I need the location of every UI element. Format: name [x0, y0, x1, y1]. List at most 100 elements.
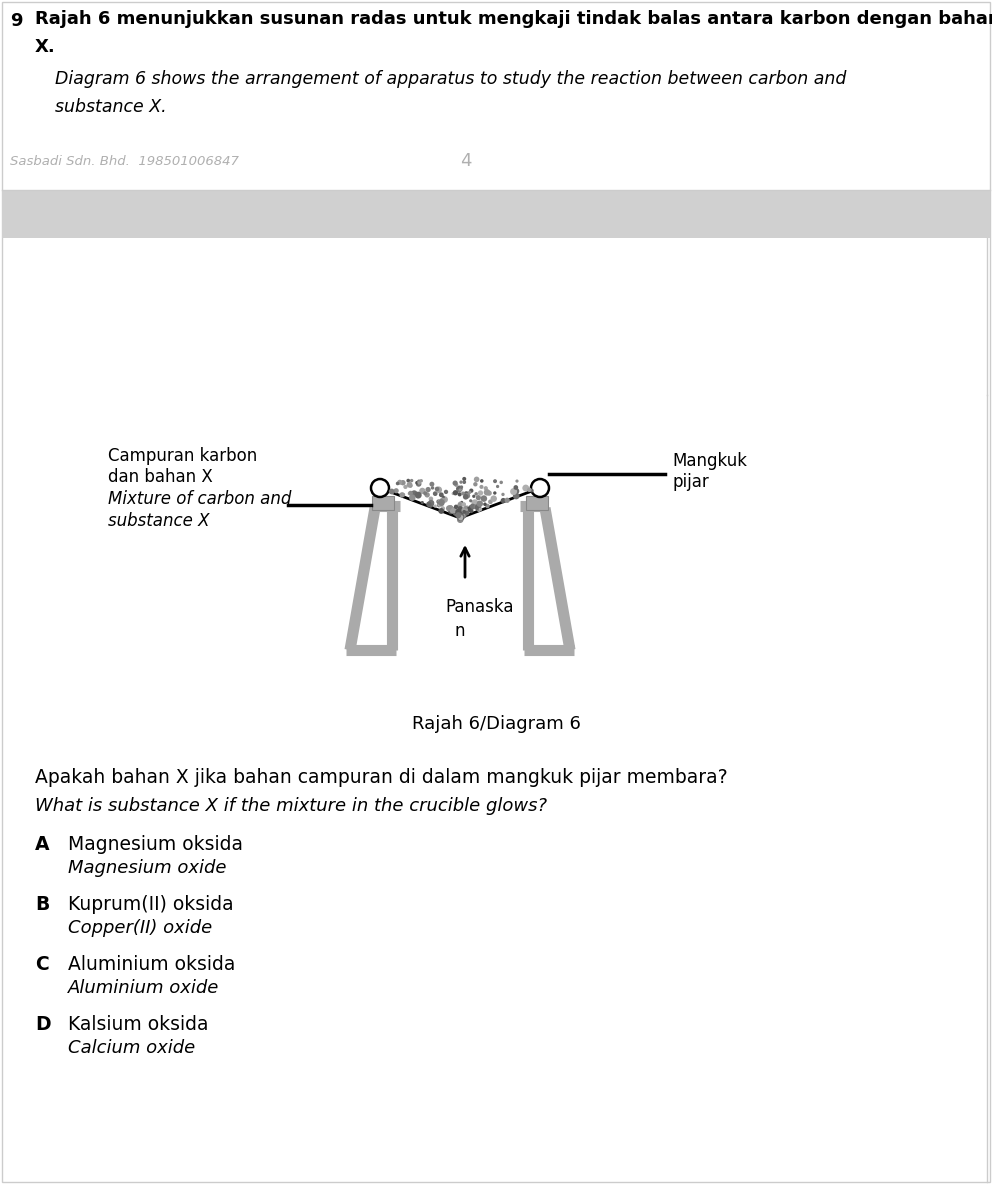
Circle shape — [409, 495, 416, 500]
Circle shape — [460, 485, 463, 489]
Text: Diagram 6 shows the arrangement of apparatus to study the reaction between carbo: Diagram 6 shows the arrangement of appar… — [55, 70, 846, 88]
Circle shape — [530, 489, 534, 492]
Circle shape — [479, 508, 482, 511]
Text: Aluminium oxide: Aluminium oxide — [68, 978, 219, 997]
Circle shape — [476, 495, 481, 500]
Circle shape — [434, 504, 436, 508]
Circle shape — [455, 509, 462, 515]
Text: X.: X. — [35, 38, 56, 56]
Circle shape — [397, 479, 403, 485]
Circle shape — [436, 499, 440, 504]
Text: Kuprum(II) oksida: Kuprum(II) oksida — [68, 895, 234, 914]
Circle shape — [407, 479, 410, 483]
Circle shape — [463, 491, 469, 497]
Circle shape — [453, 504, 458, 509]
Circle shape — [475, 504, 481, 510]
Circle shape — [455, 511, 458, 515]
Text: Campuran karbon: Campuran karbon — [108, 447, 257, 465]
Circle shape — [510, 489, 517, 495]
Text: Copper(II) oxide: Copper(II) oxide — [68, 919, 212, 937]
Circle shape — [490, 496, 497, 502]
Circle shape — [457, 514, 464, 519]
Text: Mixture of carbon and: Mixture of carbon and — [108, 490, 292, 508]
Circle shape — [458, 515, 463, 519]
Circle shape — [474, 477, 479, 483]
Circle shape — [437, 500, 444, 506]
Circle shape — [493, 479, 497, 483]
Circle shape — [408, 492, 412, 496]
Circle shape — [461, 491, 465, 496]
Text: 9: 9 — [10, 12, 23, 30]
Text: substance X: substance X — [108, 512, 209, 530]
Circle shape — [457, 492, 461, 497]
Circle shape — [523, 485, 529, 491]
Circle shape — [431, 486, 434, 490]
Circle shape — [438, 508, 444, 514]
Circle shape — [454, 483, 458, 487]
Circle shape — [409, 484, 413, 487]
Circle shape — [452, 490, 458, 496]
Text: D: D — [35, 1015, 51, 1034]
Circle shape — [531, 479, 549, 497]
Circle shape — [469, 509, 473, 514]
Text: Aluminium oksida: Aluminium oksida — [68, 955, 235, 974]
Circle shape — [451, 492, 454, 495]
Circle shape — [428, 499, 434, 506]
Circle shape — [485, 504, 490, 509]
Circle shape — [456, 485, 462, 492]
Circle shape — [461, 508, 468, 514]
Text: Calcium oxide: Calcium oxide — [68, 1039, 195, 1057]
Circle shape — [484, 486, 488, 490]
Circle shape — [470, 504, 475, 510]
Circle shape — [433, 491, 437, 496]
Circle shape — [396, 482, 400, 485]
Circle shape — [484, 489, 490, 496]
Circle shape — [501, 492, 505, 496]
Circle shape — [457, 514, 463, 519]
Circle shape — [429, 500, 434, 506]
Circle shape — [464, 505, 467, 509]
Circle shape — [437, 499, 441, 503]
Circle shape — [465, 505, 469, 509]
Bar — [372, 496, 394, 510]
Circle shape — [460, 511, 464, 515]
Circle shape — [478, 490, 483, 496]
Circle shape — [417, 479, 421, 484]
Circle shape — [455, 512, 458, 516]
Circle shape — [415, 492, 422, 498]
Text: Rajah 6 menunjukkan susunan radas untuk mengkaji tindak balas antara karbon deng: Rajah 6 menunjukkan susunan radas untuk … — [35, 9, 992, 28]
Circle shape — [458, 508, 465, 515]
Circle shape — [505, 498, 510, 503]
Circle shape — [371, 479, 389, 497]
Text: substance X.: substance X. — [55, 98, 167, 116]
Circle shape — [452, 510, 459, 516]
Circle shape — [469, 499, 472, 503]
Circle shape — [486, 491, 489, 495]
Circle shape — [408, 491, 413, 496]
Circle shape — [469, 489, 473, 493]
Circle shape — [486, 491, 492, 496]
Circle shape — [460, 516, 464, 521]
Circle shape — [459, 489, 462, 491]
Text: A: A — [35, 835, 50, 854]
Circle shape — [452, 506, 457, 512]
Circle shape — [480, 479, 483, 483]
Circle shape — [527, 487, 532, 492]
Circle shape — [462, 477, 466, 480]
Circle shape — [513, 487, 519, 495]
Circle shape — [461, 502, 466, 506]
Text: Sasbadi Sdn. Bhd.  198501006847: Sasbadi Sdn. Bhd. 198501006847 — [10, 155, 239, 168]
Circle shape — [462, 510, 466, 514]
Circle shape — [483, 503, 487, 506]
Circle shape — [452, 480, 457, 486]
Circle shape — [472, 495, 475, 498]
Text: dan bahan X: dan bahan X — [108, 468, 212, 486]
Circle shape — [394, 489, 399, 493]
Circle shape — [514, 485, 518, 490]
Circle shape — [479, 485, 483, 489]
Circle shape — [513, 492, 520, 499]
Circle shape — [477, 508, 481, 512]
Text: What is substance X if the mixture in the crucible glows?: What is substance X if the mixture in th… — [35, 797, 547, 815]
Circle shape — [493, 491, 497, 495]
Circle shape — [443, 490, 448, 495]
